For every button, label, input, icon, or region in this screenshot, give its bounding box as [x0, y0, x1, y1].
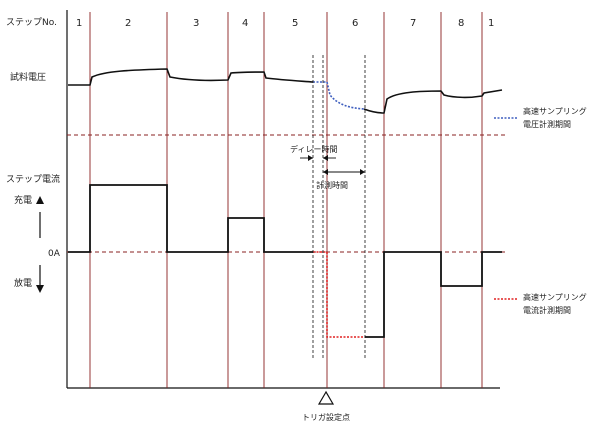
charge-arrow-head [36, 196, 44, 204]
step-number: 3 [193, 18, 199, 29]
delay-arrow-left-head [308, 155, 313, 161]
measure-time-label: 計測時間 [316, 180, 348, 190]
step-number: 2 [125, 18, 131, 29]
legend-voltage-text-1: 高速サンプリング [523, 106, 587, 116]
step-number: 4 [242, 18, 248, 29]
charge-label: 充電 [14, 194, 32, 206]
current-waveform [68, 184, 313, 253]
legend-current-text-1: 高速サンプリング [523, 292, 587, 302]
step-number: 6 [352, 18, 358, 29]
trigger-marker-icon [317, 390, 335, 405]
step-number: 8 [458, 18, 464, 29]
delay-arrow-right-head [323, 155, 328, 161]
measure-arrow-right-head [360, 169, 365, 175]
legend-current-text-2: 電流計測期間 [523, 305, 571, 315]
voltage-curve [68, 68, 314, 86]
discharge-arrow-head [36, 285, 44, 293]
step-dividers [89, 12, 483, 388]
delay-time-label: ディレー時間 [290, 144, 337, 154]
trigger-point-label: トリガ設定点 [302, 412, 350, 422]
legend-voltage-text-2: 電圧計測期間 [523, 119, 571, 129]
step-current-label: ステップ電流 [6, 173, 60, 185]
current-waveform-tail [365, 251, 502, 338]
step-number: 1 [76, 18, 82, 29]
discharge-label: 放電 [14, 277, 32, 289]
zero-amp-label: 0A [48, 249, 61, 259]
sample-voltage-label: 試料電圧 [10, 71, 46, 83]
step-number: 1 [488, 18, 494, 29]
voltage-highlight-segment [313, 81, 365, 110]
current-highlight-segment [313, 251, 365, 338]
measure-arrow-left-head [323, 169, 328, 175]
timing-markers [312, 55, 366, 360]
step-number: 7 [410, 18, 416, 29]
step-numbers: 1 2 3 4 5 6 7 8 1 [76, 18, 494, 29]
step-no-label: ステップNo. [6, 17, 57, 28]
step-number: 5 [292, 18, 298, 29]
voltage-curve-tail [363, 89, 503, 114]
